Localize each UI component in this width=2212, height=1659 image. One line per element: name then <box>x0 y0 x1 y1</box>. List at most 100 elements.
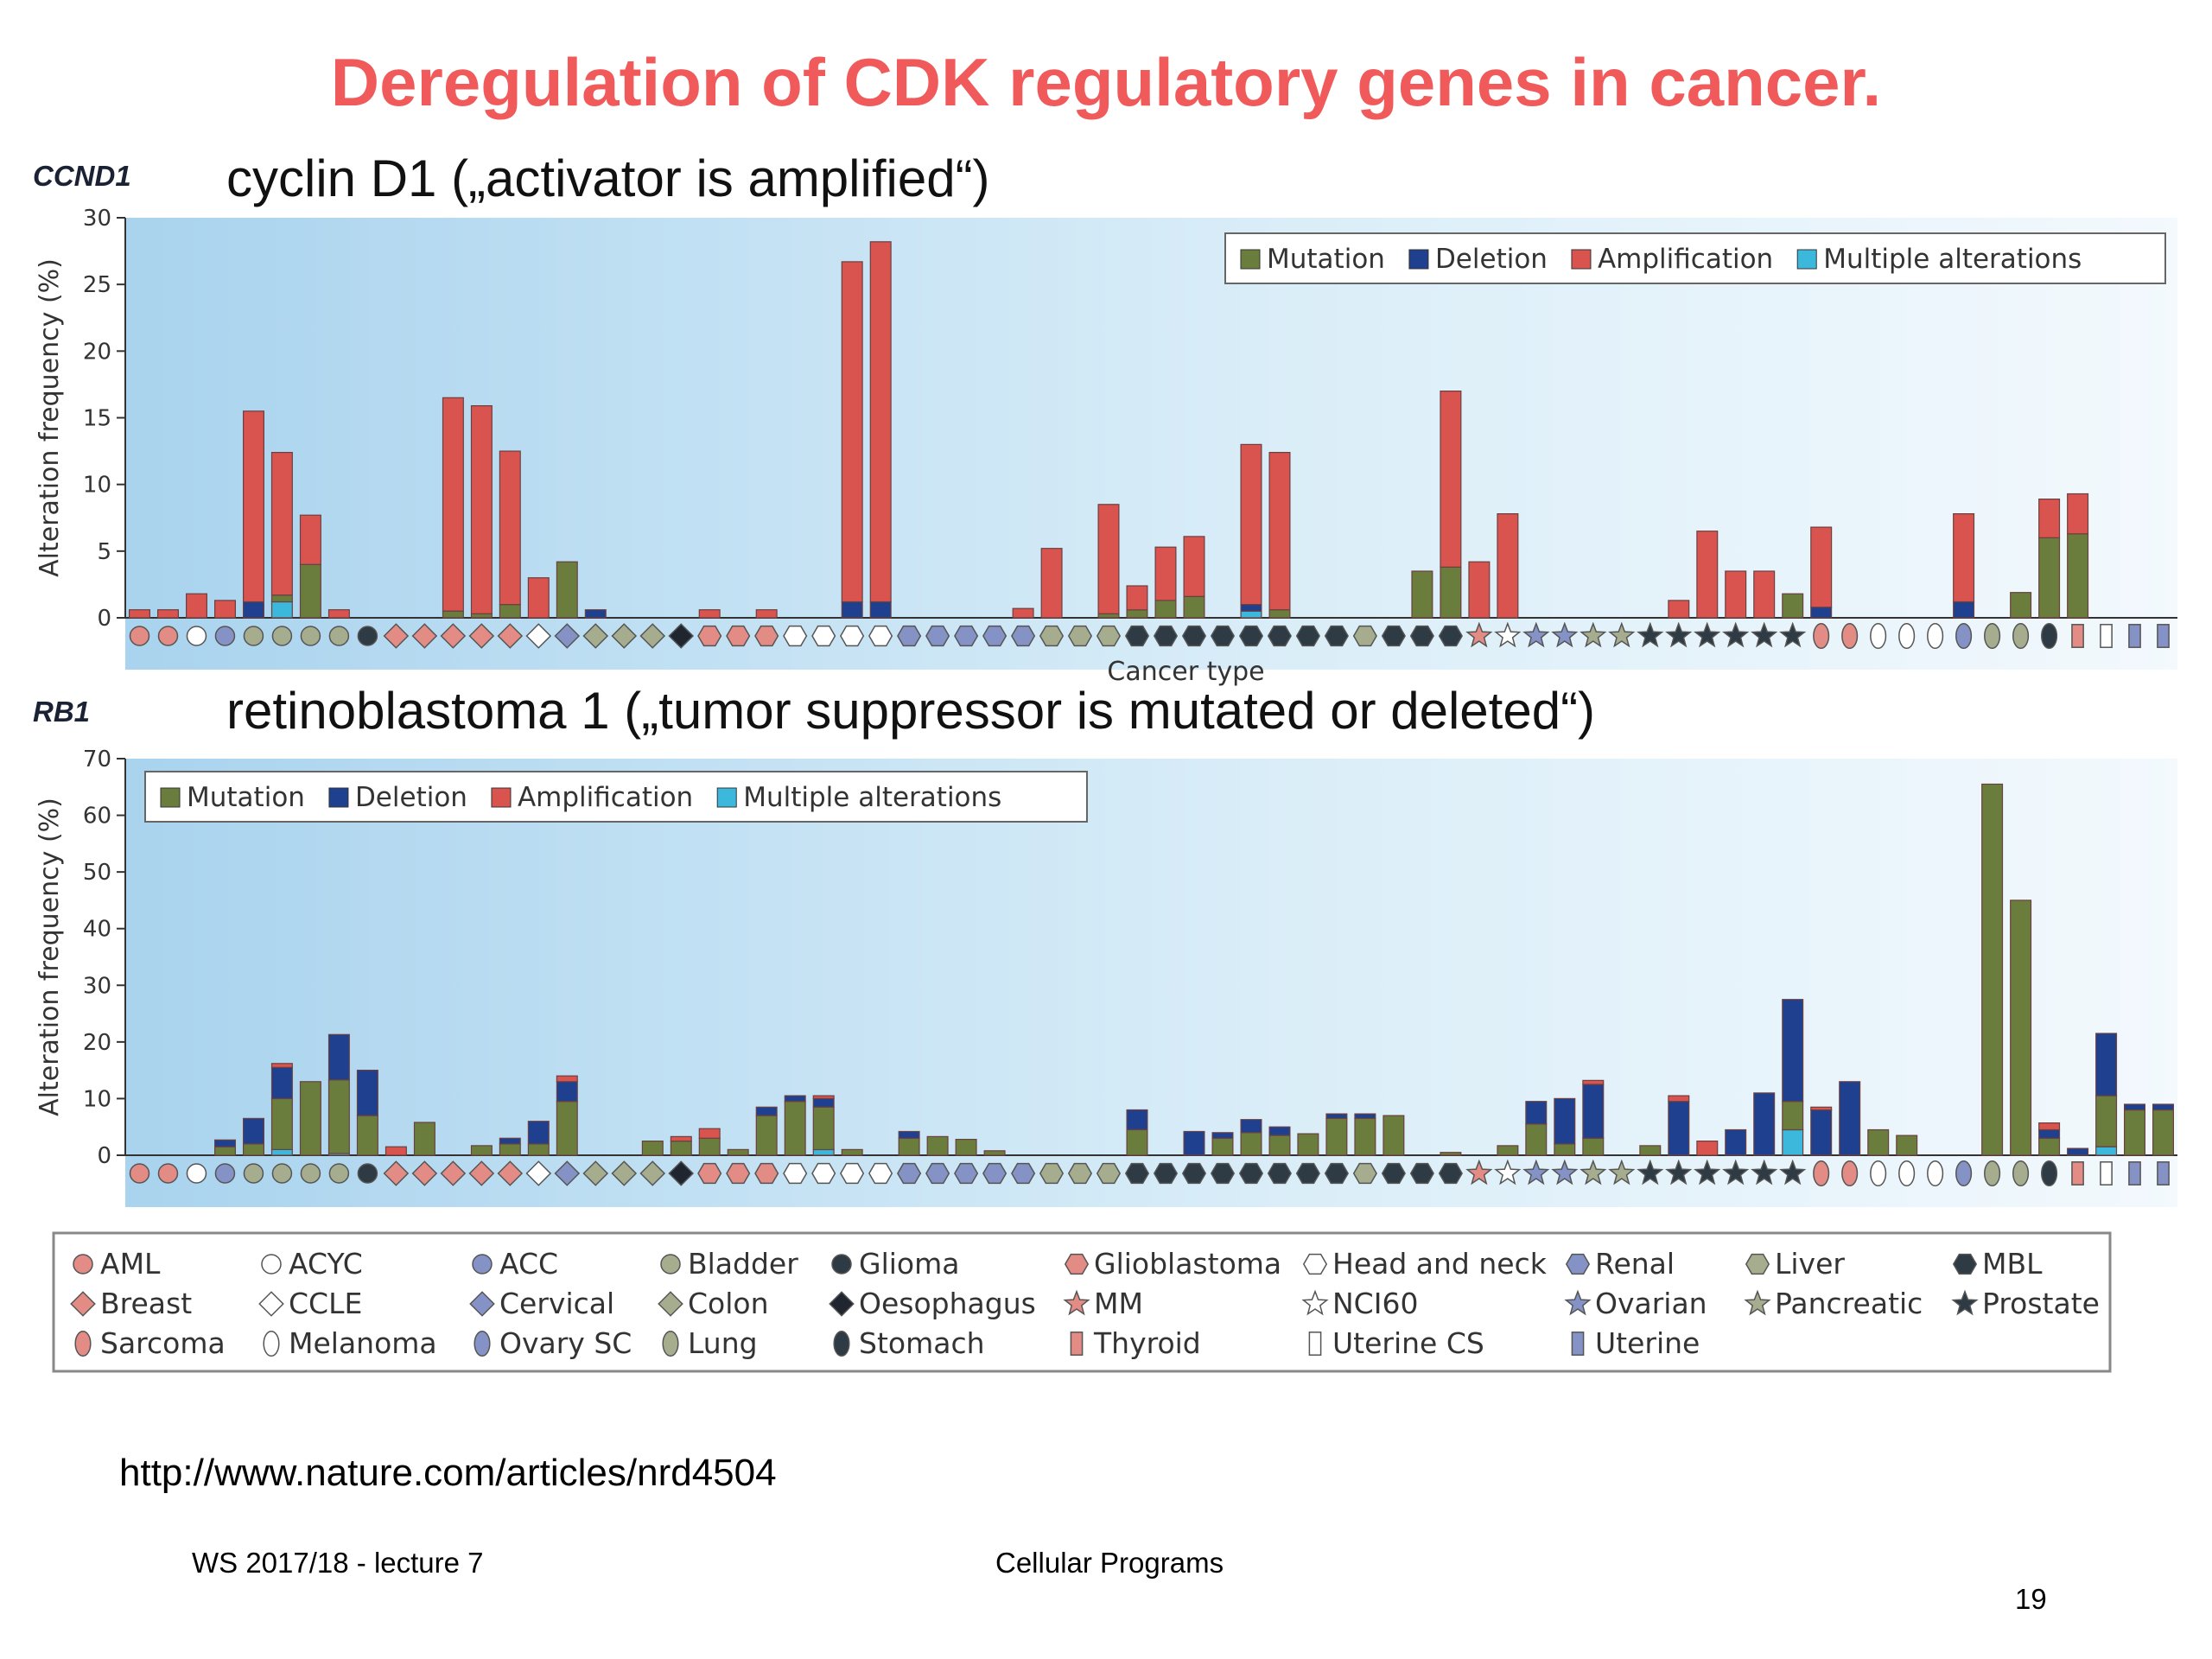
legend-entry-thyroid: Thyroid <box>1070 1326 1201 1360</box>
diamond-marker-icon <box>258 1291 284 1317</box>
bar-segment-mutation <box>1268 1135 1291 1156</box>
legend-entry-label: Glioma <box>859 1247 959 1281</box>
bar-segment-amplification <box>1810 1106 1833 1111</box>
bar-segment-deletion <box>1211 1132 1234 1139</box>
bar-segment-mutation <box>356 1115 378 1156</box>
x-marker-mbl <box>1210 625 1236 647</box>
y-tick-label: 25 <box>83 272 111 298</box>
bar-segment-mutation <box>1440 566 1462 619</box>
x-marker-glioblastoma <box>697 625 722 647</box>
bar-segment-amplification <box>1810 526 1833 608</box>
x-marker-lung <box>2012 1160 2030 1187</box>
bar-segment-mutation <box>243 1143 265 1156</box>
bar-segment-mutation <box>1154 600 1177 619</box>
bar-segment-mutation <box>1411 570 1433 619</box>
bar-segment-amplification <box>1440 391 1462 568</box>
star-marker-icon <box>1951 1289 1979 1316</box>
x-marker-breast <box>497 623 524 649</box>
x-marker-prostate <box>1751 621 1778 648</box>
legend-entry-label: ACYC <box>289 1247 363 1281</box>
hexagon-marker-icon <box>1745 1253 1770 1275</box>
bar-segment-amplification <box>1040 548 1063 619</box>
legend-entry-label: NCI60 <box>1332 1287 1418 1320</box>
legend-entry-ovarian: Ovarian <box>1564 1287 1707 1320</box>
x-marker-uterine <box>2128 1161 2141 1185</box>
x-marker-head-and-neck <box>840 625 865 647</box>
legend-entry-mbl: MBL <box>1952 1247 2043 1281</box>
legend-entry-pancreatic: Pancreatic <box>1744 1287 1923 1320</box>
bar-segment-amplification <box>670 1135 692 1142</box>
x-marker-liver <box>1039 1162 1065 1185</box>
y-tick-label: 0 <box>97 1143 111 1169</box>
x-marker-prostate <box>1779 1159 1807 1185</box>
x-marker-uterine <box>2157 1161 2170 1185</box>
legend-swatch-mutation <box>1240 249 1261 270</box>
diamond-marker-icon <box>469 1291 495 1317</box>
legend-label-amplification: Amplification <box>518 782 693 813</box>
x-marker-glioblastoma <box>697 1162 722 1185</box>
x-marker-breast <box>440 623 467 649</box>
bar-segment-deletion <box>214 1139 237 1147</box>
x-marker-breast <box>411 1160 438 1186</box>
bar-segment-deletion <box>584 609 607 619</box>
y-tick-label: 10 <box>83 1086 111 1112</box>
bar-segment-amplification <box>1097 504 1120 614</box>
legend-entry-glioblastoma: Glioblastoma <box>1064 1247 1281 1281</box>
x-marker-oesophagus <box>668 1160 695 1186</box>
cancer-type-legend: AML Breast Sarcoma ACYC CCLE Melanoma ACC Cervi… <box>52 1231 2112 1373</box>
legend-entry-label: Bladder <box>688 1247 798 1281</box>
legend-entry-label: Stomach <box>859 1326 985 1360</box>
legend-swatch-amplification <box>1571 249 1592 270</box>
x-marker-renal <box>1011 625 1036 647</box>
rect-marker-icon <box>1571 1332 1585 1356</box>
x-marker-ovarian <box>1522 621 1550 648</box>
oval-marker-icon <box>662 1330 679 1357</box>
bar-segment-mutation <box>1867 1128 1890 1156</box>
x-marker-glioma <box>357 626 378 646</box>
x-marker-stomach <box>2041 1160 2058 1187</box>
x-marker-breast <box>440 1160 467 1186</box>
legend-entry-label: Pancreatic <box>1775 1287 1923 1320</box>
y-tick-label: 50 <box>83 860 111 886</box>
bar-segment-amplification <box>1725 570 1747 619</box>
bar-segment-mutation <box>1126 609 1148 619</box>
x-marker-prostate <box>1694 621 1721 648</box>
x-marker-pancreatic <box>1580 621 1607 648</box>
legend-entry-head-and-neck: Head and neck <box>1302 1247 1548 1281</box>
oval-marker-icon <box>474 1330 491 1357</box>
bar-segment-deletion <box>327 1033 350 1081</box>
bar-segment-deletion <box>841 601 863 619</box>
legend-entry-mm: MM <box>1063 1287 1143 1320</box>
x-marker-glioblastoma <box>726 1162 751 1185</box>
bar-segment-amplification <box>2067 493 2089 535</box>
bar-segment-mutation <box>698 1137 721 1156</box>
y-tick-label: 5 <box>97 539 111 565</box>
bar-segment-mutation <box>812 1106 835 1151</box>
bar-segment-amplification <box>2038 498 2061 538</box>
x-marker-mbl <box>1153 1162 1179 1185</box>
bar-segment-mutation <box>1097 613 1120 619</box>
x-marker-mbl <box>1324 625 1349 647</box>
x-marker-prostate <box>1722 621 1750 648</box>
legend-entry-acyc: ACYC <box>261 1247 363 1281</box>
bar-segment-deletion <box>869 601 892 619</box>
y-tick-label: 30 <box>83 973 111 999</box>
series-legend-box <box>1224 232 2166 284</box>
x-marker-acyc <box>186 626 207 646</box>
bar-segment-mutation <box>1896 1135 1918 1156</box>
star-marker-icon <box>1744 1289 1771 1316</box>
source-url[interactable]: http://www.nature.com/articles/nrd4504 <box>119 1452 777 1494</box>
bar-segment-deletion <box>1810 1109 1833 1156</box>
legend-entry-label: Breast <box>100 1287 192 1320</box>
x-marker-mbl <box>1438 1162 1463 1185</box>
bar-segment-deletion <box>1126 1109 1148 1130</box>
bar-segment-mutation <box>442 610 464 619</box>
rb1-chart: 0 10 20 30 40 50 60 70 Alteration frequency (%) M… <box>35 747 2177 1207</box>
bar-segment-mutation <box>556 561 578 619</box>
x-marker-head-and-neck <box>868 625 893 647</box>
x-marker-liver <box>1096 625 1122 647</box>
legend-entry-liver: Liver <box>1745 1247 1845 1281</box>
series-legend-box <box>144 771 1088 823</box>
star-marker-icon <box>1301 1289 1329 1316</box>
x-marker-breast <box>383 623 410 649</box>
